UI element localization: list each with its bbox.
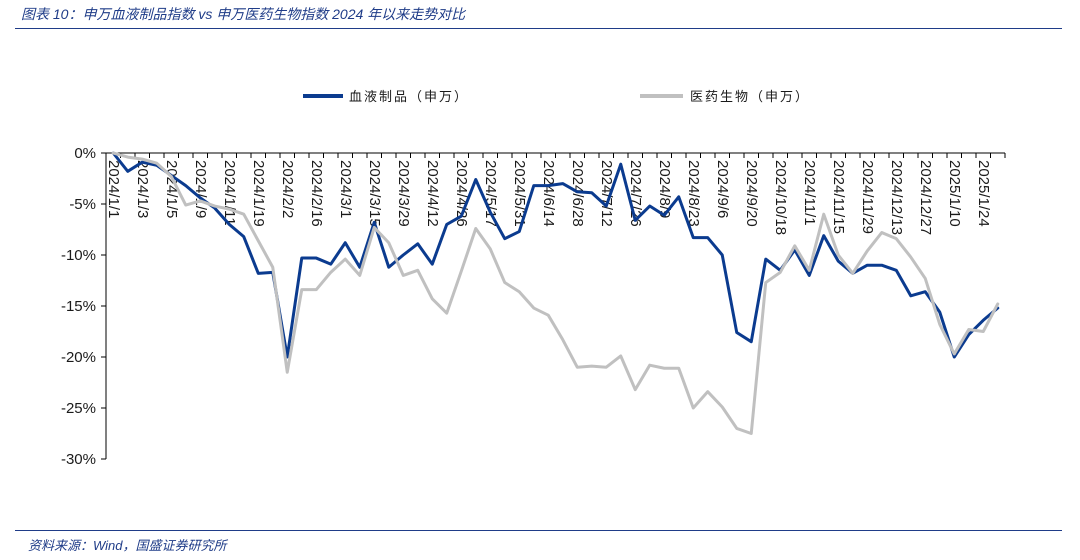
x-tick-label: 2024/12/13 bbox=[888, 160, 905, 235]
x-tick-label: 2024/6/14 bbox=[540, 160, 557, 227]
source-note: 资料来源：Wind，国盛证券研究所 bbox=[28, 538, 227, 553]
legend-label-pharma-biotech: 医药生物（申万） bbox=[690, 89, 810, 104]
x-tick-label: 2024/10/18 bbox=[772, 160, 789, 235]
y-tick-label: -15% bbox=[61, 298, 96, 315]
x-tick-label: 2025/1/10 bbox=[946, 160, 963, 227]
x-tick-label: 2024/8/23 bbox=[685, 160, 702, 227]
legend-item-pharma-biotech: 医药生物（申万） bbox=[640, 89, 810, 104]
x-tick-label: 2024/11/15 bbox=[830, 160, 847, 234]
y-tick-label: 0% bbox=[74, 145, 96, 162]
x-tick-label: 2024/5/17 bbox=[482, 160, 499, 227]
x-tick-label: 2024/3/1 bbox=[337, 160, 354, 218]
x-tick-label: 2024/1/3 bbox=[134, 160, 151, 218]
source-divider bbox=[15, 530, 1062, 531]
y-tick-label: -30% bbox=[61, 451, 96, 468]
x-tick-label: 2024/11/1 bbox=[801, 160, 818, 226]
x-tick-label: 2024/7/26 bbox=[627, 160, 644, 227]
x-tick-label: 2024/6/28 bbox=[569, 160, 586, 227]
x-tick-label: 2024/1/19 bbox=[250, 160, 267, 227]
y-tick-label: -10% bbox=[61, 247, 96, 264]
caption-divider bbox=[15, 28, 1062, 29]
legend-item-blood-products: 血液制品（申万） bbox=[303, 89, 469, 104]
x-tick-label: 2024/12/27 bbox=[917, 160, 934, 235]
x-tick-label: 2024/1/9 bbox=[192, 160, 209, 218]
series-lines bbox=[111, 151, 1000, 435]
x-tick-label: 2024/11/29 bbox=[859, 160, 876, 234]
legend-label-blood-products: 血液制品（申万） bbox=[349, 89, 469, 104]
x-tick-label: 2024/8/9 bbox=[656, 160, 673, 218]
y-tick-label: -20% bbox=[61, 349, 96, 366]
x-tick-label: 2024/4/12 bbox=[424, 160, 441, 227]
y-tick-label: -25% bbox=[61, 400, 96, 417]
legend: 血液制品（申万） 医药生物（申万） bbox=[303, 89, 810, 104]
x-tick-label: 2024/3/15 bbox=[366, 160, 383, 227]
y-tick-label: -5% bbox=[69, 196, 96, 213]
x-tick-label: 2024/1/1 bbox=[105, 160, 122, 218]
x-tick-label: 2024/2/16 bbox=[308, 160, 325, 227]
series-line-pharma-biotech bbox=[111, 151, 1000, 435]
x-tick-label: 2024/7/12 bbox=[598, 160, 615, 227]
figure-caption: 图表 10：申万血液制品指数 vs 申万医药生物指数 2024 年以来走势对比 bbox=[21, 6, 466, 22]
x-tick-label: 2024/4/26 bbox=[453, 160, 470, 227]
x-tick-label: 2024/5/31 bbox=[511, 160, 528, 227]
x-tick-label: 2024/9/6 bbox=[714, 160, 731, 218]
x-tick-label: 2024/9/20 bbox=[743, 160, 760, 227]
x-tick-label: 2025/1/24 bbox=[975, 160, 992, 227]
y-axis: 0% -5% -10% -15% -20% -25% -30% bbox=[61, 145, 107, 468]
x-axis: 2024/1/1 2024/1/3 2024/1/5 2024/1/9 2024/1/1… bbox=[105, 152, 1006, 235]
x-tick-label: 2024/3/29 bbox=[395, 160, 412, 227]
x-tick-label: 2024/2/2 bbox=[279, 160, 296, 218]
